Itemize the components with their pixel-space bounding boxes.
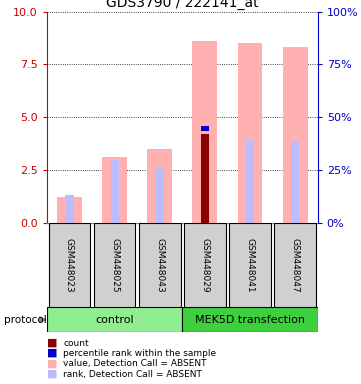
Title: GDS3790 / 222141_at: GDS3790 / 222141_at <box>106 0 258 10</box>
Bar <box>246 140 254 223</box>
Text: GSM448025: GSM448025 <box>110 238 119 292</box>
Text: GSM448043: GSM448043 <box>155 238 164 292</box>
Bar <box>291 141 299 223</box>
Bar <box>57 197 82 223</box>
Bar <box>238 43 262 223</box>
Bar <box>192 41 217 223</box>
Bar <box>201 126 209 131</box>
Text: rank, Detection Call = ABSENT: rank, Detection Call = ABSENT <box>63 370 202 379</box>
Bar <box>47 307 182 332</box>
Text: ■: ■ <box>47 338 57 348</box>
Bar <box>94 223 135 307</box>
Bar <box>65 195 74 223</box>
Bar <box>184 223 226 307</box>
Bar <box>229 223 271 307</box>
Bar <box>139 223 180 307</box>
Text: count: count <box>63 339 89 348</box>
Bar <box>147 149 172 223</box>
Text: GSM448029: GSM448029 <box>200 238 209 292</box>
Bar <box>283 47 308 223</box>
Text: protocol: protocol <box>4 314 46 325</box>
Bar <box>102 157 127 223</box>
Text: GSM448041: GSM448041 <box>245 238 255 292</box>
Text: ■: ■ <box>47 348 57 358</box>
Bar <box>201 134 209 223</box>
Bar <box>49 223 90 307</box>
Text: ■: ■ <box>47 358 57 368</box>
Bar <box>110 161 119 223</box>
Text: MEK5D transfection: MEK5D transfection <box>195 314 305 325</box>
Text: GSM448023: GSM448023 <box>65 238 74 292</box>
Text: value, Detection Call = ABSENT: value, Detection Call = ABSENT <box>63 359 207 368</box>
Bar <box>182 307 318 332</box>
Bar <box>274 223 316 307</box>
Bar <box>156 168 164 223</box>
Text: percentile rank within the sample: percentile rank within the sample <box>63 349 216 358</box>
Text: ■: ■ <box>47 369 57 379</box>
Text: GSM448047: GSM448047 <box>291 238 300 292</box>
Text: control: control <box>95 314 134 325</box>
